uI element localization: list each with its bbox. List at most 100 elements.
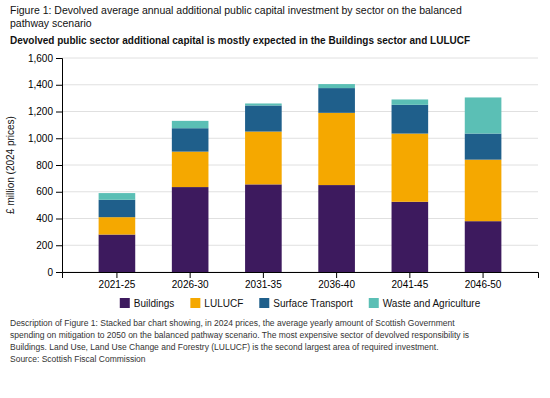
y-tick-label: 600	[36, 186, 53, 197]
bar	[465, 160, 502, 222]
y-tick-mark	[56, 165, 62, 166]
bar	[172, 187, 209, 272]
y-tick: 1,600	[28, 53, 62, 64]
y-tick: 200	[36, 240, 62, 251]
title: Figure 1: Devolved average annual additi…	[10, 4, 462, 29]
bar	[172, 128, 209, 151]
legend-label: Waste and Agriculture	[383, 298, 481, 309]
x-tick: 2031-35	[245, 272, 282, 290]
bar	[245, 132, 282, 185]
bar	[318, 185, 355, 272]
x-tick-label: 2026-30	[172, 279, 209, 290]
y-tick-label: 400	[36, 213, 53, 224]
x-tick-mark	[336, 272, 337, 278]
bar	[318, 88, 355, 113]
grid-line	[62, 58, 538, 59]
bar	[465, 134, 502, 160]
bar	[99, 235, 136, 272]
y-tick-mark	[56, 112, 62, 113]
y-tick-label: 200	[36, 240, 53, 251]
y-axis-title: £ million (2024 prices)	[5, 116, 16, 214]
legend-label: Buildings	[134, 298, 175, 309]
y-axis-line	[56, 59, 63, 273]
bar-series	[99, 184, 502, 272]
y-tick: 1,400	[28, 79, 62, 90]
x-tick: 2036-40	[318, 272, 355, 290]
x-tick-label: 2046-50	[465, 279, 502, 290]
x-tick: 2046-50	[465, 272, 502, 290]
bar-series	[99, 113, 502, 235]
bar	[465, 221, 502, 272]
y-axis: 0 200 400 600 800 1,000 1,200 1,400 1,600	[28, 53, 63, 278]
legend-label: LULUCF	[204, 298, 243, 309]
y-tick-mark	[56, 138, 62, 139]
grid	[62, 58, 538, 272]
annotation: Description of Figure 1: Stacked bar cha…	[10, 318, 455, 328]
y-tick-mark	[56, 192, 62, 193]
x-tick-mark	[263, 272, 264, 278]
bar	[172, 152, 209, 187]
bar	[245, 184, 282, 272]
bars	[99, 84, 502, 272]
y-tick-mark	[56, 245, 62, 246]
x-tick-label: 2031-35	[245, 279, 282, 290]
legend-item: Surface Transport	[259, 298, 353, 309]
bar	[245, 103, 282, 105]
y-tick-label: 0	[47, 267, 53, 278]
y-tick: 0	[47, 267, 62, 278]
bar	[99, 217, 136, 234]
legend: Buildings LULUCF Surface Transport Waste an…	[120, 298, 481, 309]
grid-line	[62, 84, 538, 85]
x-tick-mark	[409, 272, 410, 278]
y-tick-mark	[56, 272, 62, 273]
y-tick-mark	[56, 58, 62, 59]
x-tick: 2041-45	[391, 272, 428, 290]
x-tick-mark	[190, 272, 191, 278]
x-tick-label: 2041-45	[391, 279, 428, 290]
legend-label: Surface Transport	[273, 298, 353, 309]
legend-swatch	[190, 298, 200, 308]
plot: 2021-25 2026-30 2031-35 2036-40 2041-45 2046-…	[28, 53, 539, 290]
title-line: pathway scenario	[10, 17, 92, 29]
legend-swatch	[120, 298, 130, 308]
y-tick: 800	[36, 160, 62, 171]
y-tick: 1,200	[28, 106, 62, 117]
bar	[465, 97, 502, 133]
subtitle: Devolved public sector additional capita…	[10, 35, 470, 46]
bar	[172, 121, 209, 128]
y-tick: 600	[36, 186, 62, 197]
y-tick: 400	[36, 213, 62, 224]
bar	[99, 200, 136, 217]
x-tick-label: 2021-25	[99, 279, 136, 290]
legend-item: LULUCF	[190, 298, 243, 309]
bar	[318, 113, 355, 185]
x-tick-label: 2036-40	[318, 279, 355, 290]
bar	[392, 105, 429, 134]
annotation: Buildings. Land Use, Land Use Change and…	[10, 342, 439, 352]
legend-swatch	[369, 298, 379, 308]
bar	[318, 84, 355, 88]
bar-series	[99, 84, 502, 200]
y-tick-label: 800	[36, 160, 53, 171]
chart: Figure 1: Devolved average annual additi…	[0, 0, 550, 398]
x-tick: 2026-30	[172, 272, 209, 290]
bar	[392, 202, 429, 272]
y-tick-label: 1,600	[28, 53, 53, 64]
y-tick-label: 1,200	[28, 106, 53, 117]
y-tick-mark	[56, 85, 62, 86]
x-axis: 2021-25 2026-30 2031-35 2036-40 2041-45 2046-…	[63, 272, 539, 290]
legend-item: Waste and Agriculture	[369, 298, 481, 309]
bar	[392, 134, 429, 202]
y-tick: 1,000	[28, 133, 62, 144]
y-tick-label: 1,400	[28, 79, 53, 90]
annotation: spending on mitigation to 2050 on the ba…	[10, 330, 469, 340]
x-tick-mark	[116, 272, 117, 278]
y-tick-label: 1,000	[28, 133, 53, 144]
legend-swatch	[259, 298, 269, 308]
bar	[99, 193, 136, 200]
y-tick-mark	[56, 219, 62, 220]
annotation: Source: Scottish Fiscal Commission	[10, 354, 146, 364]
x-axis-line	[63, 273, 539, 279]
bar-series	[99, 88, 502, 217]
bar	[392, 99, 429, 104]
